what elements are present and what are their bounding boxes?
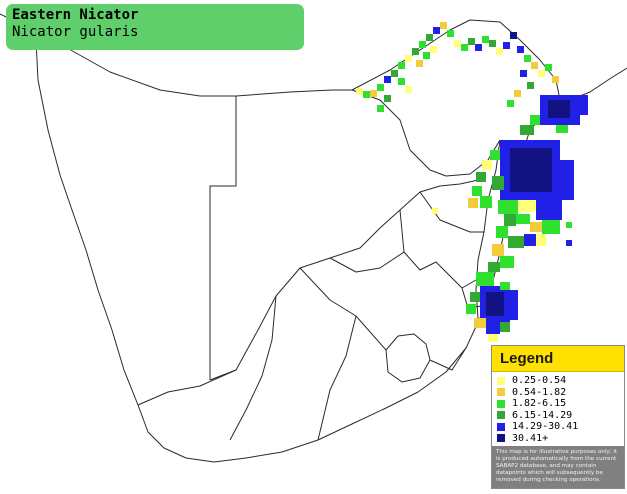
legend-item-label: 6.15-14.29 xyxy=(512,409,573,421)
namibia-botswana-border xyxy=(209,96,237,380)
legend-swatch xyxy=(497,434,505,443)
caprivi-border xyxy=(351,89,411,151)
legend-swatch xyxy=(497,376,505,385)
legend-swatch xyxy=(497,399,505,408)
species-common-name: Eastern Nicator xyxy=(12,7,139,23)
legend-item: 1.82-6.15 xyxy=(497,398,624,410)
species-title-box: Eastern Nicator Nicator gularis xyxy=(6,4,304,50)
legend-item: 14.29-30.41 xyxy=(497,421,624,433)
legend-swatch xyxy=(497,411,505,420)
legend-item: 0.25-0.54 xyxy=(497,375,624,387)
botswana-sa-border xyxy=(209,179,479,381)
zimbabwe-border xyxy=(409,139,501,177)
lesotho-border xyxy=(385,333,431,383)
legend-item-label: 0.54-1.82 xyxy=(512,386,567,398)
legend-item: 0.54-1.82 xyxy=(497,387,624,399)
legend-item: 6.15-14.29 xyxy=(497,410,624,422)
legend-item-label: 14.29-30.41 xyxy=(512,421,579,433)
legend-heading: Legend xyxy=(492,346,624,372)
legend-item-label: 1.82-6.15 xyxy=(512,398,567,410)
zimbabwe-north xyxy=(351,19,501,91)
province-lines xyxy=(137,191,484,441)
legend-swatch xyxy=(497,388,505,397)
legend-item: 30.41+ xyxy=(497,433,624,445)
species-scientific-name: Nicator gularis xyxy=(12,24,139,40)
map-legend: Legend 0.25-0.54 0.54-1.82 1.82-6.15 6.15-1… xyxy=(491,345,625,489)
legend-item-label: 30.41+ xyxy=(512,432,549,444)
northern-border xyxy=(0,13,352,97)
legend-swatch xyxy=(497,422,505,431)
legend-items: 0.25-0.54 0.54-1.82 1.82-6.15 6.15-14.29 14.… xyxy=(492,372,624,444)
occurrence-grid xyxy=(356,22,588,342)
legend-disclaimer: This map is for illustrative purposes on… xyxy=(492,446,624,488)
legend-item-label: 0.25-0.54 xyxy=(512,375,567,387)
